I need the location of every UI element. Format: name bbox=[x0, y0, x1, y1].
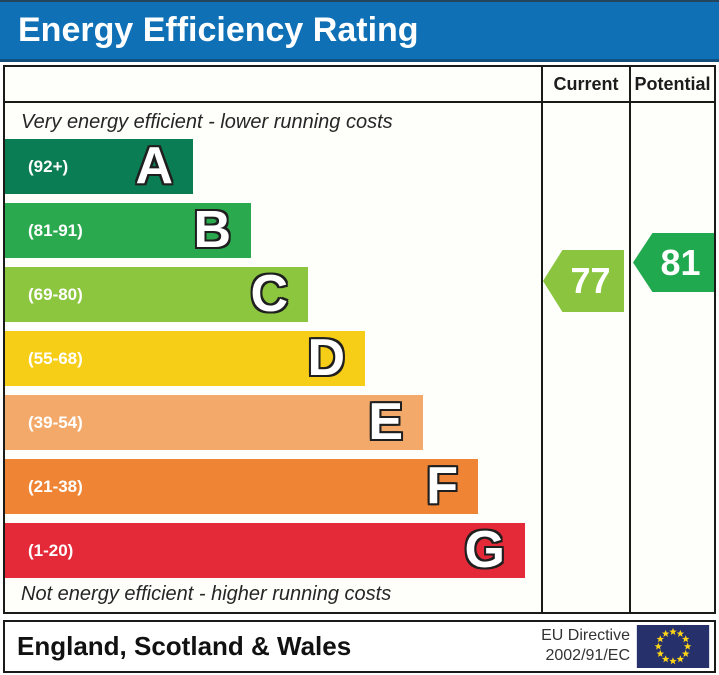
band-a-range: (92+) bbox=[28, 156, 69, 176]
title-banner: Energy Efficiency Rating bbox=[0, 0, 719, 62]
energy-rating-table: Current Potential Very energy efficient … bbox=[3, 65, 716, 614]
region-label: England, Scotland & Wales bbox=[17, 631, 352, 661]
band-b: (81-91) B bbox=[5, 203, 251, 258]
band-d: (55-68) D bbox=[5, 331, 365, 386]
column-divider-potential bbox=[629, 67, 631, 612]
rating-bands: (92+) A (81-91) B (69-80) C (55-68) D (3… bbox=[5, 139, 525, 587]
eu-directive-line2: 2002/91/EC bbox=[545, 647, 630, 664]
band-a-grade: A bbox=[135, 137, 173, 195]
eu-flag-icon bbox=[636, 625, 710, 668]
band-g-grade: G bbox=[464, 521, 505, 579]
eu-directive-line1: EU Directive bbox=[541, 627, 630, 644]
current-arrow: 77 bbox=[543, 250, 624, 312]
page-title: Energy Efficiency Rating bbox=[18, 11, 419, 49]
band-d-grade: D bbox=[307, 329, 345, 387]
potential-value: 81 bbox=[660, 241, 701, 283]
potential-arrow: 81 bbox=[633, 233, 714, 292]
band-e: (39-54) E bbox=[5, 395, 423, 450]
potential-column-header: Potential bbox=[634, 74, 711, 94]
band-f-range: (21-38) bbox=[28, 476, 83, 496]
band-f: (21-38) F bbox=[5, 459, 478, 514]
footer-bar: England, Scotland & Wales EU Directive 2… bbox=[3, 620, 716, 673]
eu-directive-label: EU Directive 2002/91/EC bbox=[541, 626, 630, 666]
current-value: 77 bbox=[570, 260, 611, 301]
band-g: (1-20) G bbox=[5, 523, 525, 578]
band-c-grade: C bbox=[250, 265, 288, 323]
band-c: (69-80) C bbox=[5, 267, 308, 322]
band-f-grade: F bbox=[426, 457, 458, 515]
top-note: Very energy efficient - lower running co… bbox=[21, 111, 393, 133]
band-e-range: (39-54) bbox=[28, 412, 83, 432]
header-row-divider bbox=[5, 101, 714, 103]
column-divider-current bbox=[541, 67, 543, 612]
band-c-range: (69-80) bbox=[28, 284, 83, 304]
band-b-range: (81-91) bbox=[28, 220, 83, 240]
band-b-grade: B bbox=[193, 201, 231, 259]
current-column-header: Current bbox=[553, 74, 619, 94]
band-d-range: (55-68) bbox=[28, 348, 83, 368]
bottom-note: Not energy efficient - higher running co… bbox=[21, 583, 392, 605]
band-e-grade: E bbox=[368, 393, 403, 451]
band-a: (92+) A bbox=[5, 139, 193, 194]
band-g-range: (1-20) bbox=[28, 540, 74, 560]
